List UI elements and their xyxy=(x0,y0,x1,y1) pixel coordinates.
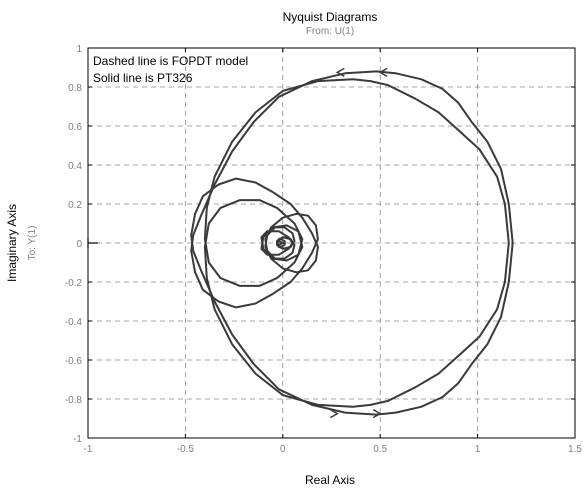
y-tick-label: 0.8 xyxy=(68,83,82,94)
annotation-dashed: Dashed line is FOPDT model xyxy=(93,54,248,68)
x-tick-label: -1 xyxy=(84,444,93,455)
x-tick-label: 1.5 xyxy=(568,444,582,455)
annotation-solid: Solid line is PT326 xyxy=(93,71,193,85)
y-tick-label: -0.2 xyxy=(65,278,83,289)
y-tick-label: -0.4 xyxy=(65,317,83,328)
y-tick-label: -1 xyxy=(73,434,82,445)
y-tick-label: 0.4 xyxy=(68,161,82,172)
nyquist-curve-4 xyxy=(203,199,510,408)
direction-arrow xyxy=(378,67,388,78)
nyquist-curve-3 xyxy=(203,78,510,287)
direction-arrow xyxy=(335,67,345,78)
y-output-label: To: Y(1) xyxy=(27,226,38,261)
chart-subtitle: From: U(1) xyxy=(306,26,354,37)
y-tick-label: 0 xyxy=(76,239,82,250)
grid xyxy=(88,48,575,438)
x-axis-label: Real Axis xyxy=(305,473,355,487)
direction-arrow xyxy=(329,408,339,419)
y-tick-label: 1 xyxy=(76,44,82,55)
nyquist-curve-1 xyxy=(190,70,514,309)
y-tick-label: -0.8 xyxy=(65,395,83,406)
y-tick-label: 0.2 xyxy=(68,200,82,211)
nyquist-curves xyxy=(190,70,514,416)
y-axis-label: Imaginary Axis xyxy=(5,204,19,282)
x-tick-label: 1 xyxy=(475,444,481,455)
x-tick-label: -0.5 xyxy=(177,444,195,455)
x-tick-label: 0.5 xyxy=(373,444,387,455)
direction-arrow xyxy=(372,408,382,419)
direction-arrows xyxy=(329,67,388,419)
y-tick-label: -0.6 xyxy=(65,356,83,367)
y-tick-label: 0.6 xyxy=(68,122,82,133)
x-tick-label: 0 xyxy=(280,444,286,455)
nyquist-curve-2 xyxy=(190,177,514,416)
axis-ticks: -1 -0.5 0 0.5 1 1.5 -1 -0.8 -0.6 -0.4 -0.2 0 0.2 0.4 0… xyxy=(65,44,583,455)
chart-title: Nyquist Diagrams xyxy=(283,10,378,24)
